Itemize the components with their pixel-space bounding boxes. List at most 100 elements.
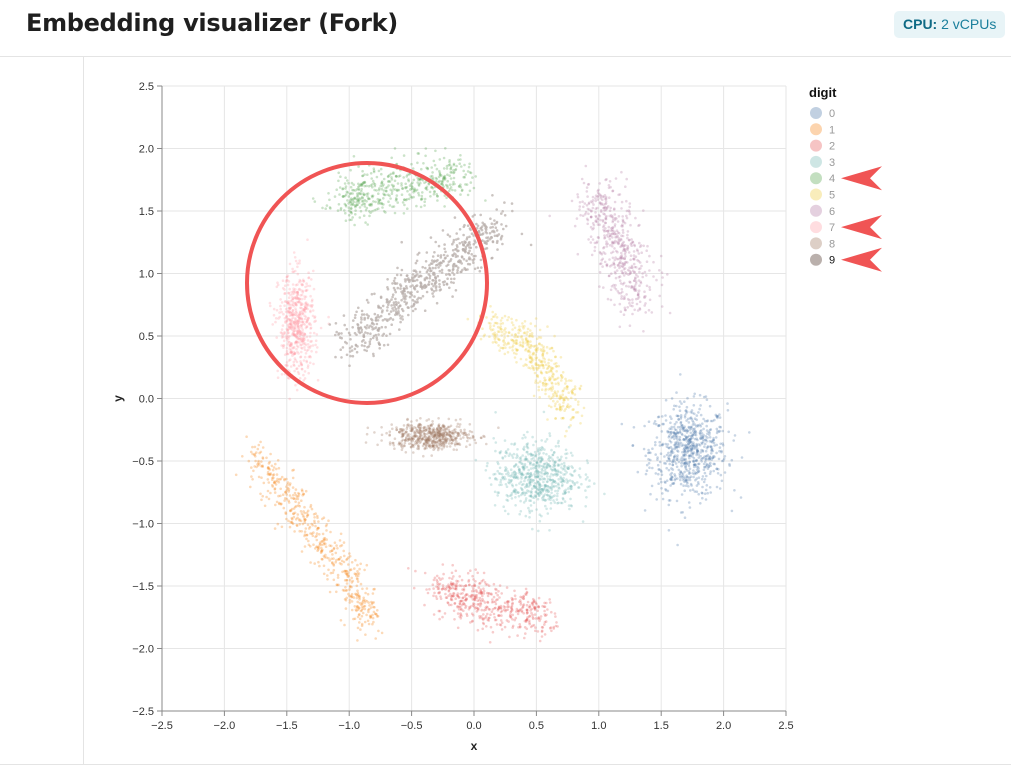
point xyxy=(410,184,414,188)
point xyxy=(250,466,253,469)
point xyxy=(695,490,699,494)
point xyxy=(563,500,567,503)
point xyxy=(578,387,581,390)
point xyxy=(618,239,621,242)
point xyxy=(464,584,468,587)
point xyxy=(458,162,462,165)
point xyxy=(645,463,649,467)
point xyxy=(474,568,478,571)
point xyxy=(676,450,680,453)
point xyxy=(464,599,468,602)
point xyxy=(437,587,441,590)
point xyxy=(537,617,540,621)
point xyxy=(321,548,324,552)
point xyxy=(345,558,348,562)
point xyxy=(537,458,540,462)
point xyxy=(677,418,680,421)
point xyxy=(528,499,531,502)
point xyxy=(732,439,735,442)
point xyxy=(546,480,549,483)
point xyxy=(314,524,317,528)
point xyxy=(682,477,685,480)
point xyxy=(544,486,547,489)
point xyxy=(536,381,540,385)
point xyxy=(442,176,446,179)
point xyxy=(715,485,719,489)
point xyxy=(540,635,544,638)
point xyxy=(480,591,484,595)
point xyxy=(599,193,602,197)
point xyxy=(543,469,547,472)
point xyxy=(276,459,280,462)
point xyxy=(688,456,691,460)
point xyxy=(527,506,530,510)
point xyxy=(721,429,724,433)
point xyxy=(623,295,626,298)
point xyxy=(283,332,287,335)
point xyxy=(685,435,688,439)
point xyxy=(406,173,409,177)
point xyxy=(269,473,272,477)
point xyxy=(496,330,500,333)
point xyxy=(550,346,553,350)
point xyxy=(526,600,530,604)
point xyxy=(532,496,536,500)
point xyxy=(657,482,660,486)
point xyxy=(673,478,677,482)
point xyxy=(675,404,678,408)
point xyxy=(459,613,463,617)
point xyxy=(263,504,267,508)
point xyxy=(460,189,464,192)
point xyxy=(430,185,434,189)
point xyxy=(474,580,477,583)
point xyxy=(532,466,535,470)
point xyxy=(550,491,553,495)
point xyxy=(554,472,558,476)
point xyxy=(384,211,387,214)
point xyxy=(549,478,552,482)
point xyxy=(386,175,390,178)
point xyxy=(672,431,676,435)
point xyxy=(530,334,534,337)
point xyxy=(676,425,680,429)
point xyxy=(555,394,558,398)
point xyxy=(311,309,315,312)
point xyxy=(297,492,301,496)
point xyxy=(664,462,667,465)
point xyxy=(611,226,614,229)
point xyxy=(329,571,333,575)
point xyxy=(468,162,471,166)
point xyxy=(415,419,419,422)
point xyxy=(634,216,637,220)
point xyxy=(556,456,559,459)
point xyxy=(682,455,686,458)
point xyxy=(476,628,480,632)
point xyxy=(291,517,294,521)
point xyxy=(497,491,501,495)
point xyxy=(544,614,547,617)
point xyxy=(691,472,695,475)
point xyxy=(272,307,276,311)
point xyxy=(438,609,442,613)
point xyxy=(303,355,307,359)
point xyxy=(282,312,285,316)
point xyxy=(354,205,357,209)
point xyxy=(452,592,456,595)
point xyxy=(498,451,502,455)
point xyxy=(505,472,508,476)
point xyxy=(456,580,460,583)
point xyxy=(355,574,358,578)
point xyxy=(259,440,262,444)
app-header: Embedding visualizer (Fork) CPU: 2 vCPUs xyxy=(0,0,1011,57)
point xyxy=(723,455,727,458)
point xyxy=(439,578,442,581)
point xyxy=(288,525,292,529)
point xyxy=(669,431,672,434)
point xyxy=(546,463,550,466)
point xyxy=(683,470,686,474)
point xyxy=(663,455,666,458)
point xyxy=(692,469,695,472)
point xyxy=(663,461,666,465)
point xyxy=(713,444,716,447)
